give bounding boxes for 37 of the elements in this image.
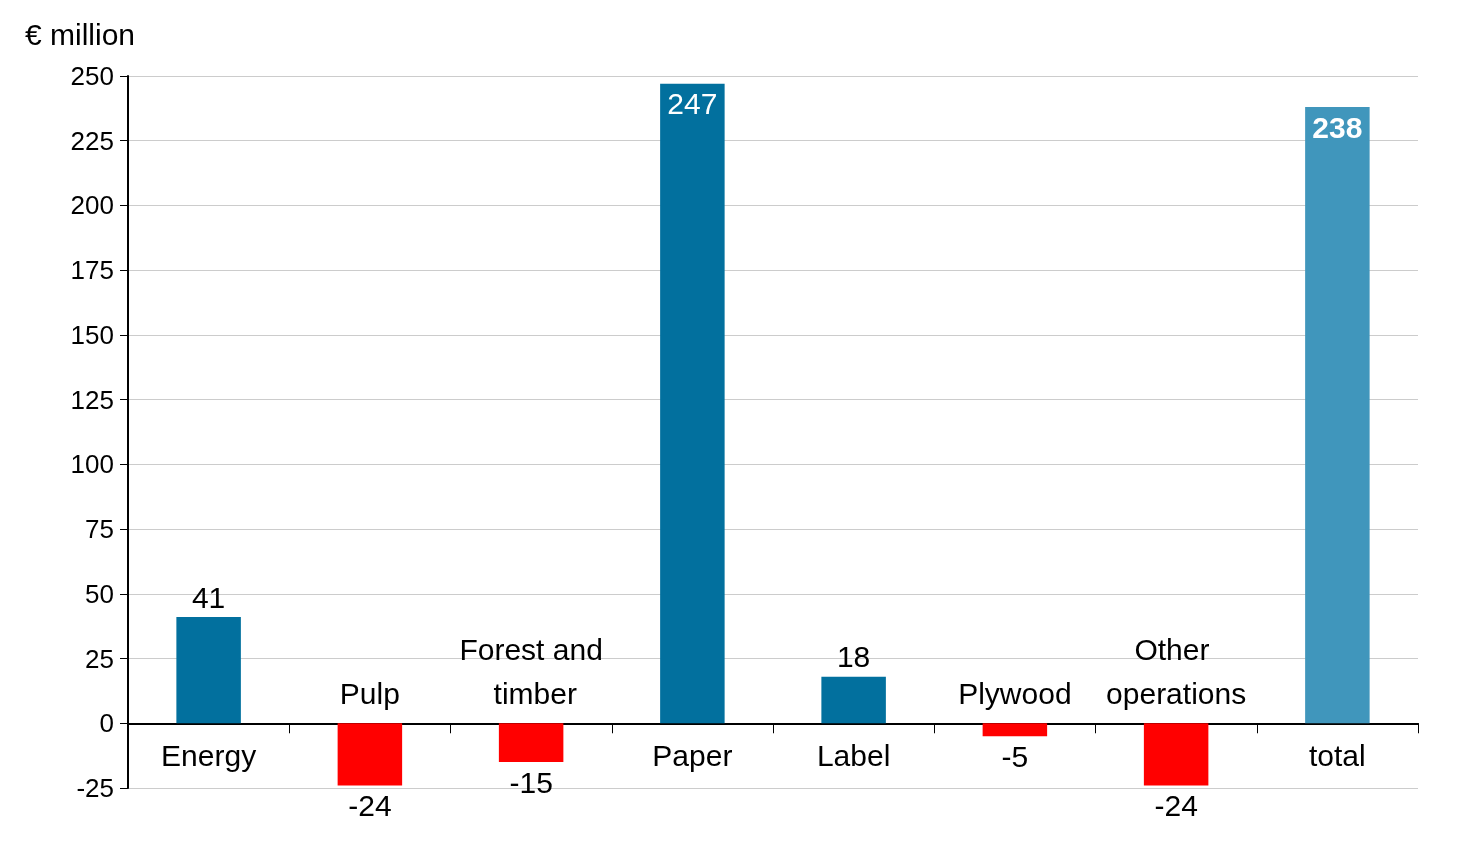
y-axis-title: € million bbox=[25, 17, 136, 51]
data-label: -24 bbox=[1154, 788, 1198, 822]
y-tick-label: 250 bbox=[70, 61, 114, 91]
y-tick-label: 25 bbox=[85, 643, 114, 674]
data-label: 18 bbox=[836, 640, 871, 674]
y-tick-label: 175 bbox=[70, 255, 114, 286]
data-label: -5 bbox=[1001, 739, 1029, 773]
x-tick-label: Paper bbox=[652, 738, 733, 772]
y-tick-label: 75 bbox=[85, 514, 114, 545]
y-tick-label: 125 bbox=[70, 384, 114, 415]
x-tick-label: Energy bbox=[161, 738, 257, 772]
x-tick-label: Label bbox=[816, 738, 891, 772]
x-tick-label: Other operations bbox=[1106, 632, 1247, 710]
y-tick-label: 200 bbox=[70, 190, 114, 221]
y-tick-label: 100 bbox=[70, 449, 114, 480]
bar bbox=[337, 723, 403, 786]
bar bbox=[1143, 723, 1209, 786]
y-tick-label: -25 bbox=[76, 773, 114, 803]
y-tick-label: 150 bbox=[70, 319, 114, 350]
bar bbox=[660, 83, 725, 724]
data-label: 41 bbox=[191, 580, 226, 614]
x-tick-label: Pulp bbox=[339, 676, 400, 710]
y-tick-label: 50 bbox=[85, 578, 114, 609]
bar bbox=[176, 617, 241, 724]
data-label: -15 bbox=[509, 765, 553, 799]
x-tick-label: Plywood bbox=[958, 676, 1072, 710]
bar bbox=[1305, 107, 1370, 724]
x-tick-label: Forest and timber bbox=[459, 632, 603, 710]
bar bbox=[982, 723, 1048, 737]
data-label: -24 bbox=[348, 788, 392, 822]
data-label: 238 bbox=[1312, 110, 1363, 144]
bar bbox=[821, 676, 886, 724]
y-tick-label: 225 bbox=[70, 125, 114, 156]
data-label: 247 bbox=[667, 87, 718, 121]
x-tick-label: total bbox=[1309, 738, 1366, 772]
y-tick-label: 0 bbox=[99, 708, 114, 739]
bar bbox=[498, 723, 564, 763]
